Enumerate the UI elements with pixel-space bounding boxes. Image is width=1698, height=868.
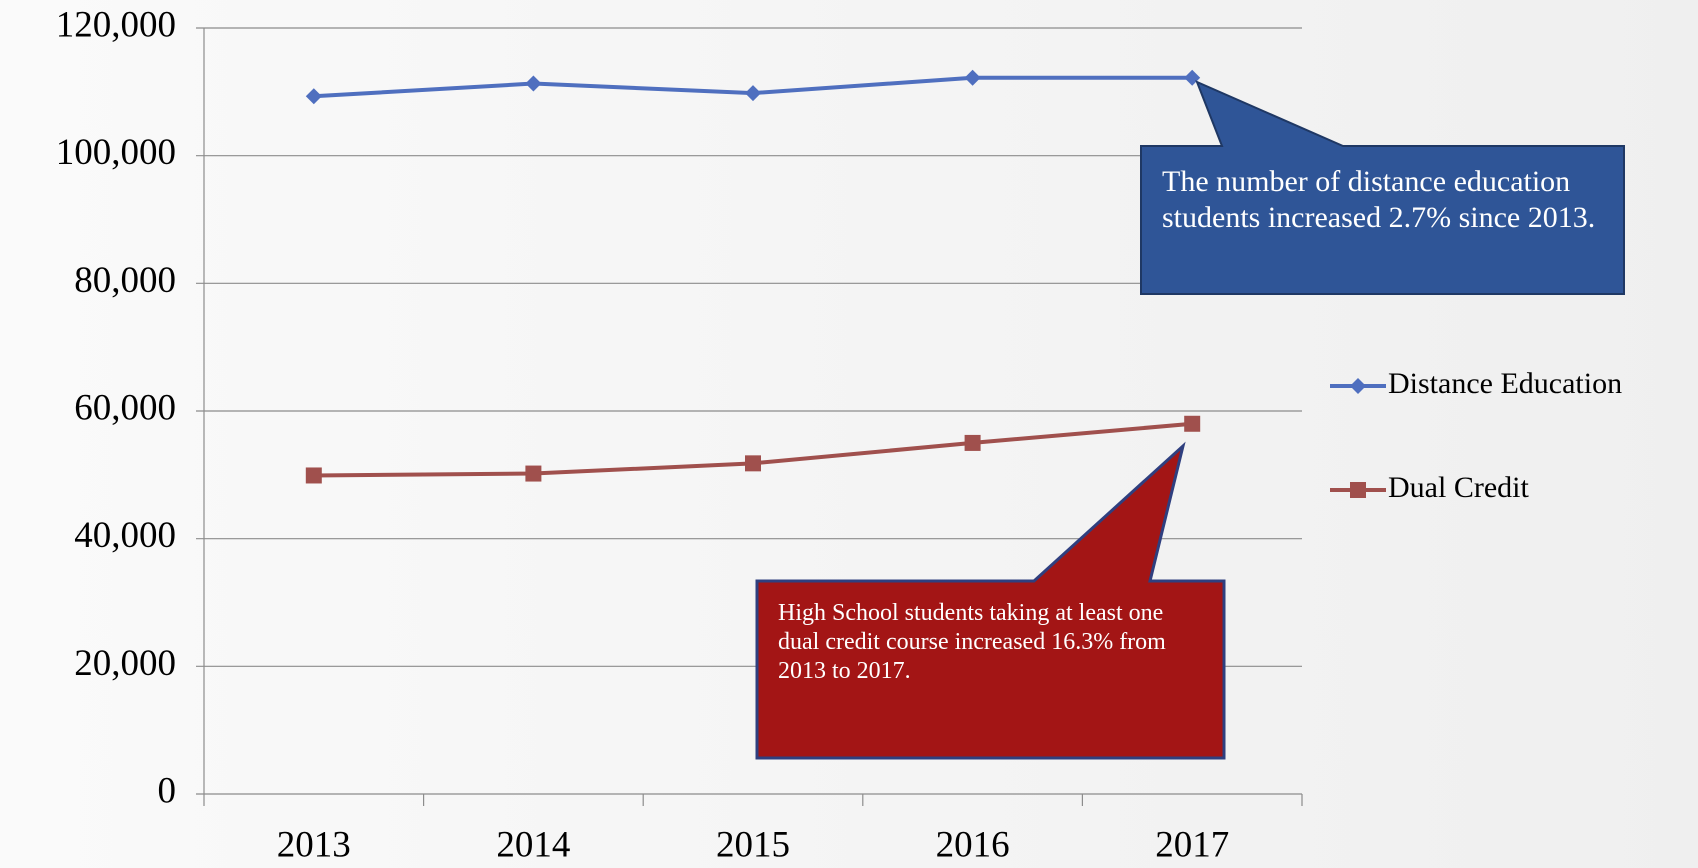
y-tick-label: 40,000 bbox=[74, 515, 176, 556]
x-tick-label: 2015 bbox=[716, 824, 790, 865]
point bbox=[305, 467, 322, 484]
legend-label: Dual Credit bbox=[1388, 471, 1529, 504]
y-tick-label: 20,000 bbox=[74, 643, 176, 684]
point bbox=[305, 88, 322, 105]
callout-text: High School students taking at least one… bbox=[778, 600, 1166, 684]
point bbox=[1184, 415, 1201, 432]
x-tick-label: 2016 bbox=[936, 824, 1010, 865]
point bbox=[964, 434, 981, 451]
x-tick-label: 2017 bbox=[1155, 824, 1229, 865]
y-tick-label: 100,000 bbox=[56, 132, 176, 173]
point bbox=[745, 455, 761, 472]
point bbox=[745, 85, 761, 102]
x-tick-label: 2014 bbox=[496, 824, 570, 865]
callout-text: The number of distance education student… bbox=[1162, 165, 1596, 234]
y-tick-label: 60,000 bbox=[74, 387, 176, 428]
y-tick-label: 120,000 bbox=[56, 4, 176, 45]
point bbox=[964, 69, 981, 86]
callout-shape bbox=[755, 441, 1226, 760]
x-tick-label: 2013 bbox=[277, 824, 351, 865]
point bbox=[525, 75, 542, 92]
callout-shape bbox=[1140, 80, 1625, 295]
legend-marker bbox=[1350, 482, 1366, 498]
point bbox=[525, 465, 542, 482]
legend-marker bbox=[1350, 378, 1366, 394]
legend-label: Distance Education bbox=[1388, 367, 1622, 400]
y-tick-label: 80,000 bbox=[74, 260, 176, 301]
y-tick-label: 0 bbox=[158, 770, 177, 811]
